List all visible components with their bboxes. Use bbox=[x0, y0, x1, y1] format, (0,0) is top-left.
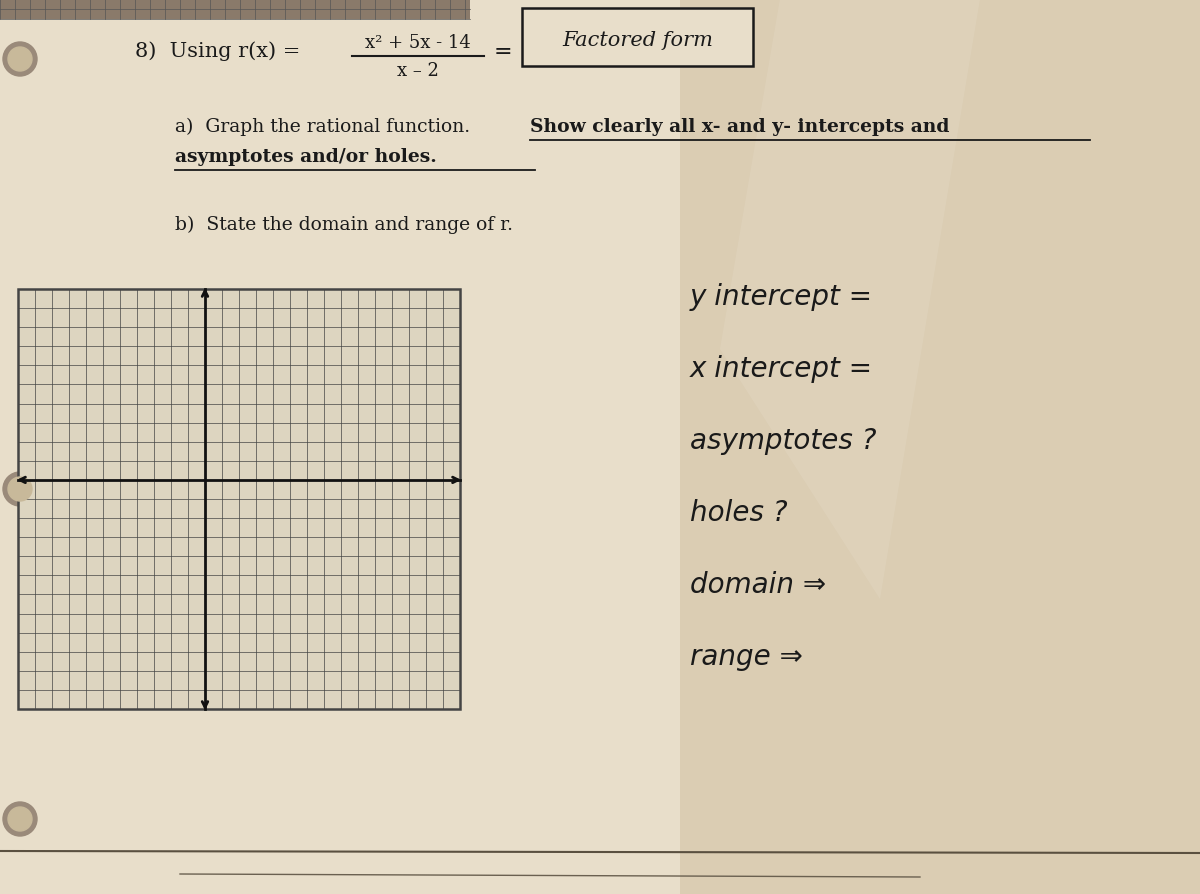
Text: Show clearly all x- and y- intercepts and: Show clearly all x- and y- intercepts an… bbox=[530, 118, 949, 136]
Text: Factored form: Factored form bbox=[562, 30, 713, 49]
Text: x – 2: x – 2 bbox=[397, 62, 439, 80]
Text: =: = bbox=[494, 41, 512, 63]
Text: x² + 5x - 14: x² + 5x - 14 bbox=[365, 34, 470, 52]
Text: a)  Graph the rational function.: a) Graph the rational function. bbox=[175, 118, 476, 136]
Text: 8)  Using r(x) =: 8) Using r(x) = bbox=[134, 41, 300, 61]
FancyBboxPatch shape bbox=[680, 0, 1200, 894]
Circle shape bbox=[2, 472, 37, 506]
Polygon shape bbox=[720, 0, 980, 599]
Text: b)  State the domain and range of r.: b) State the domain and range of r. bbox=[175, 215, 514, 233]
FancyBboxPatch shape bbox=[18, 290, 460, 709]
Circle shape bbox=[8, 48, 32, 72]
FancyBboxPatch shape bbox=[522, 9, 754, 67]
Text: asymptotes ?: asymptotes ? bbox=[690, 426, 876, 454]
Text: range ⇒: range ⇒ bbox=[690, 642, 803, 670]
Text: y intercept =: y intercept = bbox=[690, 283, 874, 310]
Text: x intercept =: x intercept = bbox=[690, 355, 874, 383]
Text: holes ?: holes ? bbox=[690, 499, 787, 527]
Circle shape bbox=[8, 477, 32, 502]
Text: domain ⇒: domain ⇒ bbox=[690, 570, 826, 598]
FancyBboxPatch shape bbox=[0, 0, 470, 20]
Circle shape bbox=[8, 807, 32, 831]
Circle shape bbox=[2, 802, 37, 836]
Circle shape bbox=[2, 43, 37, 77]
Text: asymptotes and/or holes.: asymptotes and/or holes. bbox=[175, 148, 437, 165]
